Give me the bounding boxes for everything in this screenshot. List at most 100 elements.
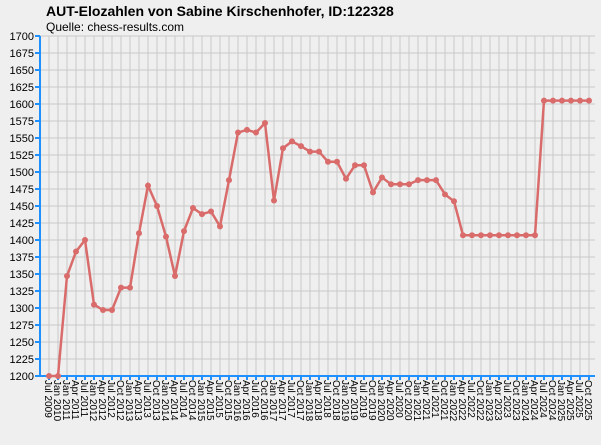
y-tick-label: 1500: [10, 167, 34, 179]
data-point: [487, 232, 493, 239]
data-point: [469, 232, 475, 239]
data-point: [136, 230, 142, 237]
data-point: [253, 129, 259, 136]
x-tick-label: Apr 2024: [528, 380, 539, 421]
data-point: [145, 182, 151, 189]
y-tick-label: 1200: [10, 371, 34, 383]
data-point: [100, 307, 106, 314]
x-tick-label: Apr 2021: [420, 380, 431, 421]
y-tick-label: 1325: [10, 286, 34, 298]
x-tick-label: Jul 2018: [321, 380, 332, 418]
x-tick-label: Jul 2017: [285, 380, 296, 418]
y-tick-label: 1250: [10, 337, 34, 349]
x-tick-label: Jul 2016: [249, 380, 260, 418]
y-tick-label: 1625: [10, 82, 34, 94]
x-tick-label: Jan 2021: [411, 380, 422, 422]
x-tick-label: Jan 2010: [51, 380, 62, 422]
x-tick-label: Apr 2025: [564, 380, 575, 421]
x-tick-label: Oct 2012: [114, 380, 125, 421]
data-point: [235, 129, 241, 136]
x-tick-label: Jul 2012: [105, 380, 116, 418]
data-point: [244, 126, 250, 133]
data-point: [415, 177, 421, 184]
data-point: [460, 232, 466, 239]
x-tick-label: Jan 2012: [87, 380, 98, 422]
x-tick-label: Oct 2025: [582, 380, 593, 421]
x-tick-label: Jul 2022: [465, 380, 476, 418]
y-tick-label: 1525: [10, 150, 34, 162]
x-tick-label: Apr 2015: [204, 380, 215, 421]
x-tick-label: Jan 2024: [519, 380, 530, 422]
y-tick-label: 1375: [10, 252, 34, 264]
y-tick-label: 1475: [10, 184, 34, 196]
data-point: [91, 301, 97, 308]
data-point: [523, 232, 529, 239]
data-point: [199, 211, 205, 218]
x-tick-label: Oct 2015: [222, 380, 233, 421]
x-tick-label: Oct 2020: [402, 380, 413, 421]
data-point: [433, 177, 439, 184]
x-tick-label: Oct 2024: [546, 380, 557, 421]
x-tick-label: Apr 2019: [348, 380, 359, 421]
data-point: [289, 138, 295, 145]
data-point: [442, 191, 448, 198]
x-tick-label: Jan 2025: [555, 380, 566, 422]
data-point: [109, 307, 115, 314]
x-tick-label: Apr 2022: [456, 380, 467, 421]
x-tick-label: Jul 2023: [501, 380, 512, 418]
x-tick-label: Jan 2019: [339, 380, 350, 422]
data-point: [496, 232, 502, 239]
data-point: [64, 273, 70, 280]
x-tick-label: Jan 2016: [231, 380, 242, 422]
chart-subtitle: Quelle: chess-results.com: [46, 20, 184, 34]
x-tick-label: Jul 2025: [573, 380, 584, 418]
data-point: [514, 232, 520, 239]
data-point: [226, 177, 232, 184]
data-point: [271, 197, 277, 204]
x-tick-label: Oct 2023: [510, 380, 521, 421]
data-point: [82, 237, 88, 243]
x-tick-label: Apr 2011: [69, 380, 80, 420]
x-tick-label: Jan 2011: [60, 380, 71, 421]
y-tick-label: 1275: [10, 320, 34, 332]
x-tick-label: Oct 2021: [438, 380, 449, 421]
x-tick-label: Jul 2014: [177, 380, 188, 418]
y-tick-label: 1350: [10, 269, 34, 281]
x-tick-label: Oct 2019: [366, 380, 377, 421]
y-tick-label: 1425: [10, 218, 34, 230]
x-tick-label: Oct 2018: [330, 380, 341, 421]
x-tick-label: Jan 2020: [375, 380, 386, 422]
y-tick-label: 1675: [10, 48, 34, 60]
data-point: [127, 284, 133, 291]
x-tick-label: Apr 2023: [492, 380, 503, 421]
data-point: [217, 223, 223, 230]
x-tick-label: Jan 2023: [483, 380, 494, 422]
x-tick-label: Oct 2022: [474, 380, 485, 421]
x-tick-label: Jul 2020: [393, 380, 404, 418]
data-point: [343, 175, 349, 182]
data-point: [451, 198, 457, 205]
data-point: [73, 248, 79, 255]
x-tick-label: Jul 2019: [357, 380, 368, 418]
x-tick-label: Jan 2017: [267, 380, 278, 422]
x-tick-label: Jul 2013: [141, 380, 152, 418]
y-tick-label: 1650: [10, 65, 34, 77]
x-tick-label: Jul 2024: [537, 380, 548, 418]
data-point: [55, 373, 61, 379]
y-tick-label: 1225: [10, 354, 34, 366]
x-tick-label: Apr 2020: [384, 380, 395, 421]
data-point: [280, 145, 286, 152]
chart-title: AUT-Elozahlen von Sabine Kirschenhofer, …: [46, 3, 394, 19]
data-point: [172, 273, 178, 280]
data-point: [424, 177, 430, 184]
x-tick-label: Oct 2013: [150, 380, 161, 421]
x-tick-label: Jul 2015: [213, 380, 224, 418]
data-point: [298, 143, 304, 150]
data-point: [478, 232, 484, 239]
x-tick-label: Apr 2013: [132, 380, 143, 421]
data-point: [163, 233, 169, 240]
x-tick-label: Jul 2011: [78, 380, 89, 418]
x-tick-label: Oct 2016: [258, 380, 269, 421]
data-point: [388, 181, 394, 188]
data-point: [379, 174, 385, 181]
